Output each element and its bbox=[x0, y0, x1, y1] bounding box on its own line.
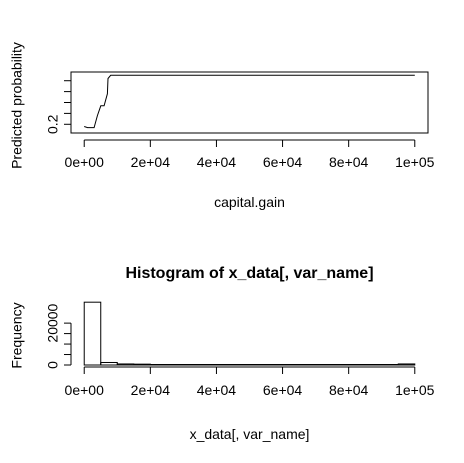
histogram-bar bbox=[315, 364, 333, 366]
x-tick-label: 1e+05 bbox=[395, 154, 435, 170]
histogram-bar bbox=[348, 364, 366, 366]
histogram-bar bbox=[364, 364, 383, 366]
histogram-bar bbox=[249, 364, 267, 366]
histogram-bars bbox=[83, 301, 416, 366]
histogram-bar bbox=[265, 364, 284, 366]
histogram-x-axis: 0e+00 2e+04 4e+04 6e+04 8e+04 1e+05 bbox=[65, 366, 435, 398]
histogram-bar bbox=[215, 364, 234, 366]
probability-line bbox=[84, 74, 415, 129]
histogram-y-axis: 0 20000 bbox=[45, 303, 72, 369]
histogram-bar bbox=[166, 364, 184, 366]
probability-y-axis-title: Predicted probability bbox=[9, 42, 25, 169]
histogram-bar bbox=[199, 364, 217, 366]
histogram-bar bbox=[232, 364, 251, 366]
x-tick-label: 6e+04 bbox=[263, 154, 303, 170]
histogram-bar bbox=[397, 363, 416, 366]
histogram-title: Histogram of x_data[, var_name] bbox=[125, 265, 373, 282]
x-tick-label: 0e+00 bbox=[65, 154, 105, 170]
probability-y-axis: 0.2 bbox=[45, 80, 71, 134]
x-tick-label: 1e+05 bbox=[395, 382, 435, 398]
histogram-bar bbox=[149, 364, 168, 366]
x-tick-label: 4e+04 bbox=[197, 154, 237, 170]
histogram-y-axis-title: Frequency bbox=[9, 302, 25, 368]
y-tick-label: 0 bbox=[45, 361, 61, 369]
x-tick-label: 2e+04 bbox=[131, 382, 171, 398]
probability-line-series bbox=[84, 74, 415, 129]
y-tick-label: 0.2 bbox=[45, 114, 61, 134]
probability-x-axis-title: capital.gain bbox=[214, 194, 285, 210]
x-tick-label: 0e+00 bbox=[65, 382, 105, 398]
probability-plot: 0.2 0e+00 2e+04 4e+04 6e+04 8e+04 1e+05 capit… bbox=[9, 42, 435, 210]
histogram-x-axis-title: x_data[, var_name] bbox=[190, 426, 310, 442]
histogram-bar bbox=[298, 364, 317, 366]
histogram-plot: Histogram of x_data[, var_name] 0 20000 0… bbox=[9, 265, 435, 442]
x-tick-label: 8e+04 bbox=[329, 382, 369, 398]
y-tick-label: 20000 bbox=[45, 303, 61, 342]
histogram-bar bbox=[331, 364, 350, 366]
histogram-bar bbox=[381, 364, 399, 366]
histogram-bar bbox=[133, 363, 151, 366]
x-tick-label: 6e+04 bbox=[263, 382, 303, 398]
probability-x-axis: 0e+00 2e+04 4e+04 6e+04 8e+04 1e+05 bbox=[65, 139, 435, 170]
histogram-bar bbox=[182, 364, 201, 366]
x-tick-label: 8e+04 bbox=[329, 154, 369, 170]
histogram-bar bbox=[282, 364, 300, 366]
x-tick-label: 2e+04 bbox=[131, 154, 171, 170]
x-tick-label: 4e+04 bbox=[197, 382, 237, 398]
histogram-bar bbox=[83, 301, 102, 366]
